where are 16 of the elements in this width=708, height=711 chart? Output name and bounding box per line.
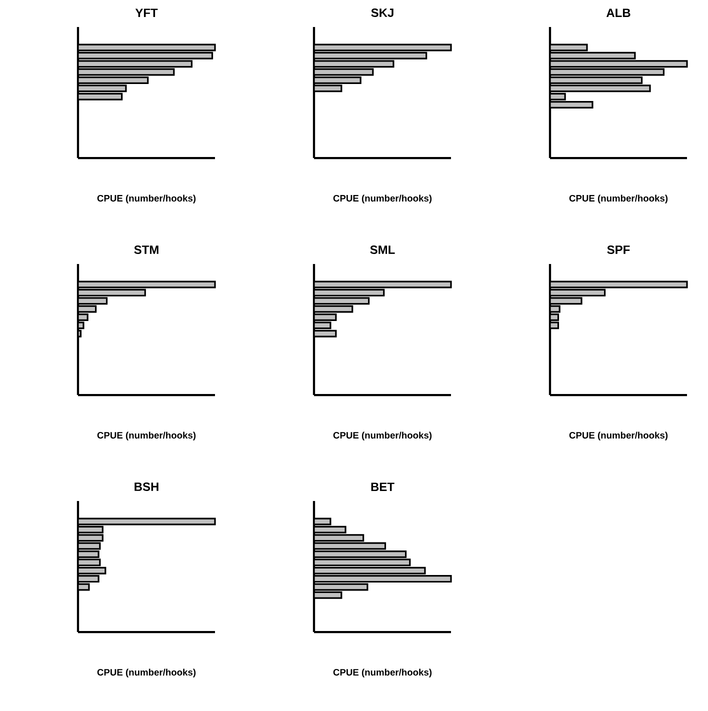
x-axis-title: CPUE (number/hooks) xyxy=(569,194,668,204)
x-axis-title: CPUE (number/hooks) xyxy=(97,432,196,440)
chart-title: SPF xyxy=(607,245,630,254)
chart-title: SKJ xyxy=(371,8,394,17)
x-axis-title: CPUE (number/hooks) xyxy=(333,668,432,678)
chart-title: SML xyxy=(370,245,395,254)
chart-title: YFT xyxy=(135,8,158,17)
chart-title: STM xyxy=(134,245,158,254)
x-axis-title: CPUE (number/hooks) xyxy=(333,432,432,440)
x-axis-title: CPUE (number/hooks) xyxy=(569,432,668,440)
x-axis-title: CPUE (number/hooks) xyxy=(333,194,432,204)
chart-title: BET xyxy=(371,482,394,491)
x-axis-title: CPUE (number/hooks) xyxy=(97,194,196,204)
chart-title: BSH xyxy=(134,482,158,491)
x-axis-title: CPUE (number/hooks) xyxy=(97,668,196,678)
chart-title: ALB xyxy=(606,8,630,17)
